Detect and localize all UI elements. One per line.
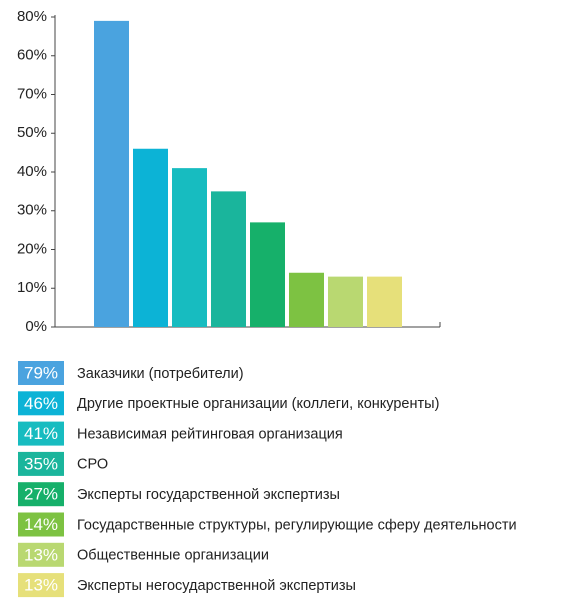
bar <box>211 191 246 327</box>
bar <box>172 168 207 327</box>
legend-label: Государственные структуры, регулирующие … <box>77 517 517 533</box>
legend-label: СРО <box>77 457 108 473</box>
legend-swatch <box>18 542 64 567</box>
legend-label: Другие проектные организации (коллеги, к… <box>77 396 439 412</box>
y-tick-label: 80% <box>17 8 47 25</box>
y-tick-label: 0% <box>25 318 47 335</box>
y-tick-label: 70% <box>17 85 47 102</box>
legend-value: 13% <box>24 545 58 564</box>
y-tick-label: 40% <box>17 163 47 180</box>
legend-value: 35% <box>24 454 58 473</box>
legend-swatch <box>18 482 64 507</box>
bar <box>250 222 285 327</box>
legend-value: 46% <box>24 394 58 413</box>
y-tick-label: 50% <box>17 124 47 141</box>
bar <box>94 20 129 327</box>
legend-value: 13% <box>24 576 58 595</box>
bar <box>289 272 324 327</box>
legend-value: 41% <box>24 424 58 443</box>
legend-value: 14% <box>24 515 58 534</box>
legend-swatch <box>18 421 64 446</box>
legend-label: Эксперты государственной экспертизы <box>77 487 340 503</box>
legend-swatch <box>18 512 64 537</box>
y-tick-label: 30% <box>17 202 47 219</box>
legend-label: Заказчики (потребители) <box>77 366 244 382</box>
legend-swatch <box>18 451 64 476</box>
legend-swatch <box>18 391 64 416</box>
legend-swatch <box>18 573 64 598</box>
legend-label: Эксперты негосударственной экспертизы <box>77 578 356 594</box>
legend-label: Общественные организации <box>77 548 269 564</box>
bar <box>328 276 363 327</box>
y-tick-label: 10% <box>17 279 47 296</box>
legend-value: 27% <box>24 485 58 504</box>
legend-value: 79% <box>24 363 58 382</box>
bar <box>133 148 168 327</box>
y-tick-label: 20% <box>17 240 47 257</box>
y-tick-label: 60% <box>17 47 47 64</box>
legend-swatch <box>18 361 64 385</box>
legend-label: Независимая рейтинговая организация <box>77 426 343 442</box>
bar <box>367 276 402 327</box>
